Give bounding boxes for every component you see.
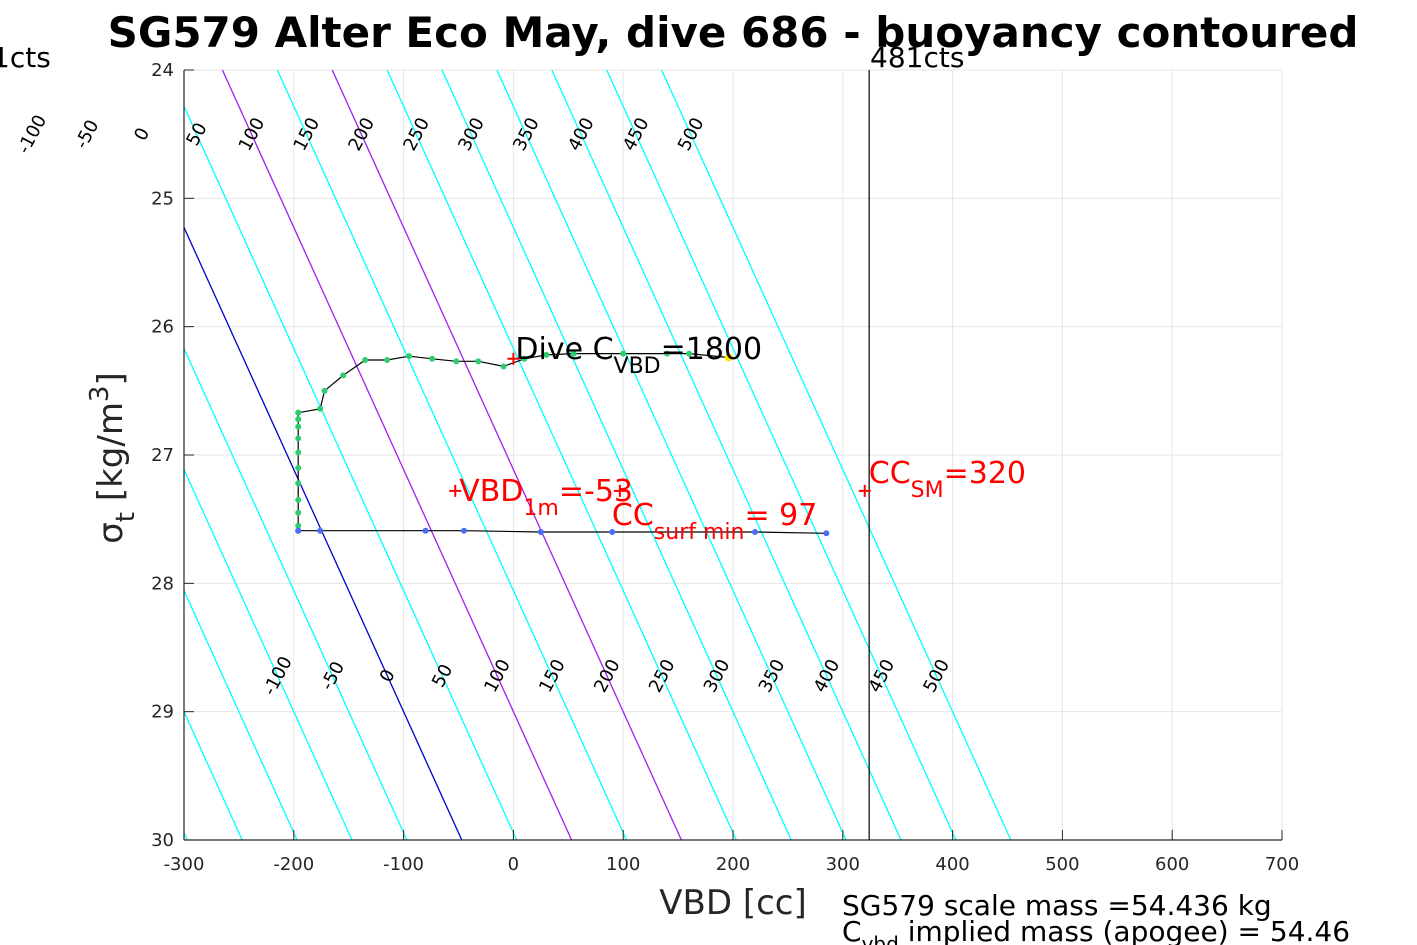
contour-line <box>276 70 628 840</box>
contour-line <box>441 70 792 840</box>
y-tick-label: 27 <box>151 445 174 466</box>
data-point <box>570 350 577 357</box>
contour-line <box>660 70 1012 840</box>
dive-path <box>298 530 827 534</box>
data-point <box>609 529 616 535</box>
data-point <box>295 480 302 487</box>
dive-cvbd-annotation: Dive CVBD=1800 <box>515 332 762 379</box>
data-point <box>317 405 324 412</box>
contour-line <box>606 70 957 840</box>
data-point <box>340 372 347 379</box>
data-point <box>317 527 324 534</box>
y-tick-label: 29 <box>151 702 174 723</box>
data-point <box>537 529 544 535</box>
data-point <box>500 363 507 370</box>
data-point <box>543 351 550 358</box>
cc-surf-min-annotation: CCsurf min= 97 <box>612 498 817 545</box>
contour-label: 0 <box>130 124 154 144</box>
svg-text:CCSM=320: CCSM=320 <box>869 456 1026 503</box>
data-point <box>453 358 460 365</box>
contour-line <box>221 70 573 840</box>
data-point <box>295 527 302 534</box>
contour-line <box>184 589 298 840</box>
data-point <box>295 416 302 423</box>
x-tick-label: 200 <box>716 854 750 875</box>
data-point <box>295 409 302 416</box>
data-point <box>295 496 302 503</box>
y-tick-label: 24 <box>151 60 174 81</box>
buoyancy-contours <box>184 70 1012 840</box>
data-point <box>295 423 302 430</box>
left-count-label: 1cts <box>0 41 51 74</box>
data-point <box>823 530 830 537</box>
x-tick-label: 100 <box>606 854 640 875</box>
right-count-label: 481cts <box>870 41 964 74</box>
plus-marker <box>613 484 626 497</box>
data-point <box>664 350 671 357</box>
x-tick-label: -100 <box>383 854 424 875</box>
x-axis-label: VBD [cc] <box>659 883 807 923</box>
data-point <box>295 464 302 471</box>
axes: -300 -200 -100 0 100 200 300 400 500 600 700 24 25 26… <box>151 60 1299 875</box>
y-axis-label: σt [kg/m3] <box>85 372 141 544</box>
dive-path <box>297 353 729 531</box>
data-point <box>406 353 413 360</box>
contour-line <box>496 70 847 840</box>
plus-marker <box>858 484 871 497</box>
y-tick-label: 26 <box>151 317 174 338</box>
implied-mass-text: Cvbd implied mass (apogee) = 54.46 <box>842 915 1350 945</box>
scale-mass-text: SG579 scale mass =54.436 kg <box>842 889 1272 922</box>
x-tick-label: 700 <box>1265 854 1299 875</box>
y-tick-label: 28 <box>151 573 174 594</box>
x-tick-label: -300 <box>164 854 205 875</box>
annotations: Dive CVBD=1800 VBD1m=-53 CCsurf min= 97 … <box>449 332 1026 545</box>
dive-series <box>295 350 830 537</box>
x-tick-label: 300 <box>826 854 860 875</box>
svg-text:Dive CVBD=1800: Dive CVBD=1800 <box>515 332 762 379</box>
svg-text:VBD1m=-53: VBD1m=-53 <box>459 474 633 521</box>
x-tick-label: -200 <box>273 854 314 875</box>
data-point <box>384 357 391 364</box>
contour-line <box>184 467 353 840</box>
data-point <box>295 522 302 529</box>
contour-line <box>386 70 738 840</box>
data-point <box>295 449 302 456</box>
data-point <box>460 527 467 534</box>
data-point <box>295 435 302 442</box>
data-point <box>429 355 436 362</box>
x-tick-label: 0 <box>508 854 519 875</box>
x-tick-label: 600 <box>1155 854 1189 875</box>
data-point <box>362 357 369 364</box>
data-point <box>295 509 302 516</box>
data-point <box>475 358 482 365</box>
data-point <box>321 387 328 394</box>
vbd-1m-annotation: VBD1m=-53 <box>459 474 633 521</box>
contour-line <box>331 70 683 840</box>
plus-marker <box>507 352 520 365</box>
data-point <box>422 527 429 534</box>
contour-label: -100 <box>14 111 52 157</box>
contour-line <box>184 225 463 840</box>
contour-line <box>184 710 243 840</box>
y-tick-label: 30 <box>151 830 174 851</box>
data-point <box>521 355 528 362</box>
data-point <box>751 529 758 535</box>
x-tick-label: 400 <box>935 854 969 875</box>
chart-title: SG579 Alter Eco May, dive 686 - buoyancy… <box>108 8 1359 57</box>
svg-text:CCsurf min= 97: CCsurf min= 97 <box>612 498 817 545</box>
x-tick-label: 500 <box>1045 854 1079 875</box>
data-point <box>620 350 627 357</box>
data-point <box>686 350 693 357</box>
contour-line <box>184 346 408 840</box>
surface-point <box>724 353 733 362</box>
contour-label: -50 <box>71 116 103 152</box>
cc-sm-annotation: CCSM=320 <box>869 456 1026 503</box>
grid-lines <box>183 69 1283 841</box>
plus-marker <box>449 484 462 497</box>
contour-line <box>184 104 518 840</box>
y-tick-label: 25 <box>151 188 174 209</box>
contour-line <box>551 70 902 840</box>
